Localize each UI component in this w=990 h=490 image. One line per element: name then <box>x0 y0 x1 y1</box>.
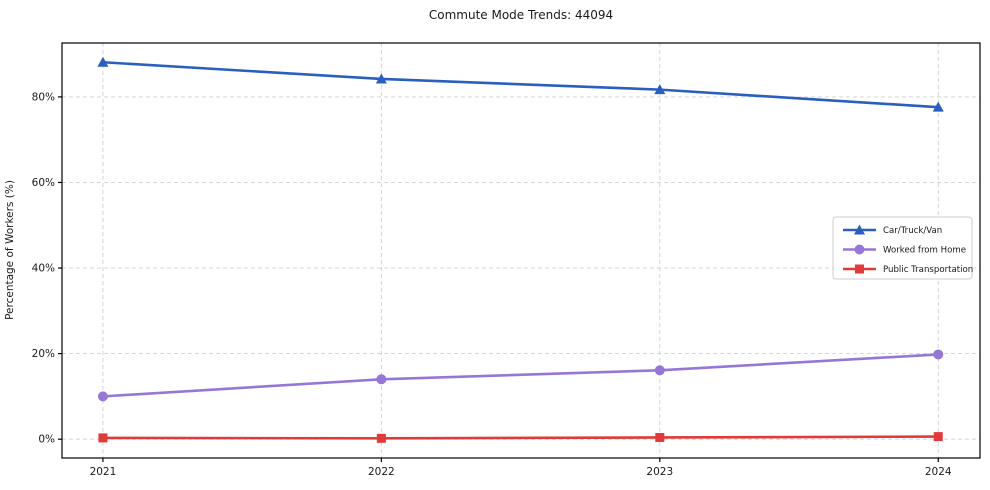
legend-label: Public Transportation <box>883 265 973 275</box>
circle-marker-icon <box>376 374 387 385</box>
legend-circle-icon <box>854 244 865 255</box>
triangle-marker-icon <box>932 101 944 112</box>
triangle-marker-icon <box>654 84 666 95</box>
y-tick-label: 20% <box>32 348 55 360</box>
series-line-car-truck-van <box>101 60 940 109</box>
series-line-public-transportation <box>101 435 940 440</box>
circle-marker-icon <box>933 349 944 360</box>
square-marker-icon <box>98 433 108 443</box>
legend-label: Car/Truck/Van <box>883 226 942 236</box>
legend-label: Worked from Home <box>883 246 966 256</box>
square-marker-icon <box>655 432 665 442</box>
y-tick-label: 0% <box>38 434 55 446</box>
legend-square-icon <box>855 264 864 274</box>
circle-marker-icon <box>97 391 108 402</box>
triangle-marker-icon <box>375 73 387 84</box>
circle-marker-icon <box>654 365 665 376</box>
triangle-marker-icon <box>97 56 109 67</box>
legend <box>832 216 973 280</box>
plot-border <box>61 42 981 459</box>
y-tick-label: 60% <box>32 177 55 189</box>
square-marker-icon <box>933 432 943 442</box>
square-marker-icon <box>376 433 386 443</box>
y-tick-label: 40% <box>32 263 55 275</box>
x-tick-label: 2021 <box>90 466 117 478</box>
chart-title: Commute Mode Trends: 44094 <box>428 8 614 22</box>
x-tick-label: 2022 <box>368 466 395 478</box>
legend-triangle-icon <box>854 224 865 235</box>
y-tick-label: 80% <box>32 91 55 103</box>
y-axis-label: Percentage of Workers (%) <box>4 180 16 320</box>
series-line-worked-from-home <box>101 353 940 398</box>
x-tick-label: 2023 <box>646 466 673 478</box>
x-tick-label: 2024 <box>925 466 952 478</box>
